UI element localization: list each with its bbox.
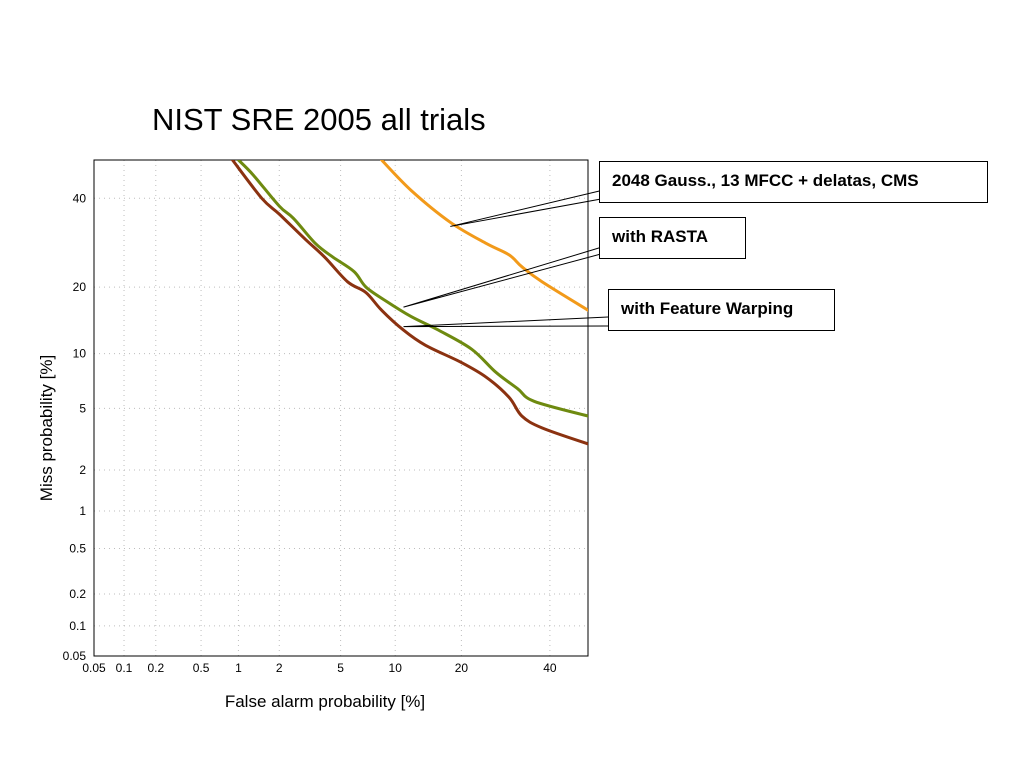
x-axis-label: False alarm probability [%] <box>225 692 425 711</box>
y-tick-label: 0.05 <box>63 649 87 663</box>
series-lines <box>231 160 588 446</box>
x-tick-labels: 0.05 0.1 0.2 0.5 1 2 5 10 20 40 <box>82 661 557 675</box>
x-tick-label: 0.5 <box>193 661 210 675</box>
plot-frame <box>93 159 589 657</box>
x-tick-label: 2 <box>276 661 283 675</box>
y-tick-label: 10 <box>73 347 87 361</box>
callout-rasta: with RASTA <box>599 217 746 259</box>
series-line-2 <box>231 160 588 446</box>
x-tick-label: 40 <box>543 661 557 675</box>
x-tick-label: 5 <box>337 661 344 675</box>
callout-leaders <box>403 187 613 328</box>
callout-leader-1 <box>403 243 613 308</box>
x-tick-label: 0.1 <box>116 661 133 675</box>
y-tick-label: 40 <box>73 191 87 205</box>
x-tick-label: 0.05 <box>82 661 106 675</box>
callout-leader-0 <box>450 187 613 227</box>
series-line-1 <box>236 160 588 418</box>
y-tick-label: 20 <box>73 280 87 294</box>
y-tick-label: 1 <box>79 504 86 518</box>
y-tick-label: 5 <box>79 401 86 415</box>
series-line-0 <box>380 160 588 312</box>
x-tick-label: 1 <box>235 661 242 675</box>
grid <box>93 160 588 657</box>
y-tick-label: 0.5 <box>69 542 86 556</box>
y-tick-label: 0.2 <box>69 587 86 601</box>
callout-baseline: 2048 Gauss., 13 MFCC + delatas, CMS <box>599 161 988 203</box>
x-tick-label: 20 <box>455 661 469 675</box>
callout-leader-2 <box>403 316 609 328</box>
callout-feature-warping: with Feature Warping <box>608 289 835 331</box>
x-tick-label: 0.2 <box>147 661 164 675</box>
y-axis-label: Miss probability [%] <box>37 355 56 501</box>
chart-title: NIST SRE 2005 all trials <box>152 102 486 137</box>
y-tick-labels: 0.05 0.1 0.2 0.5 1 2 5 10 20 40 <box>63 191 87 663</box>
y-tick-label: 0.1 <box>69 619 86 633</box>
y-tick-label: 2 <box>79 463 86 477</box>
x-tick-label: 10 <box>389 661 403 675</box>
